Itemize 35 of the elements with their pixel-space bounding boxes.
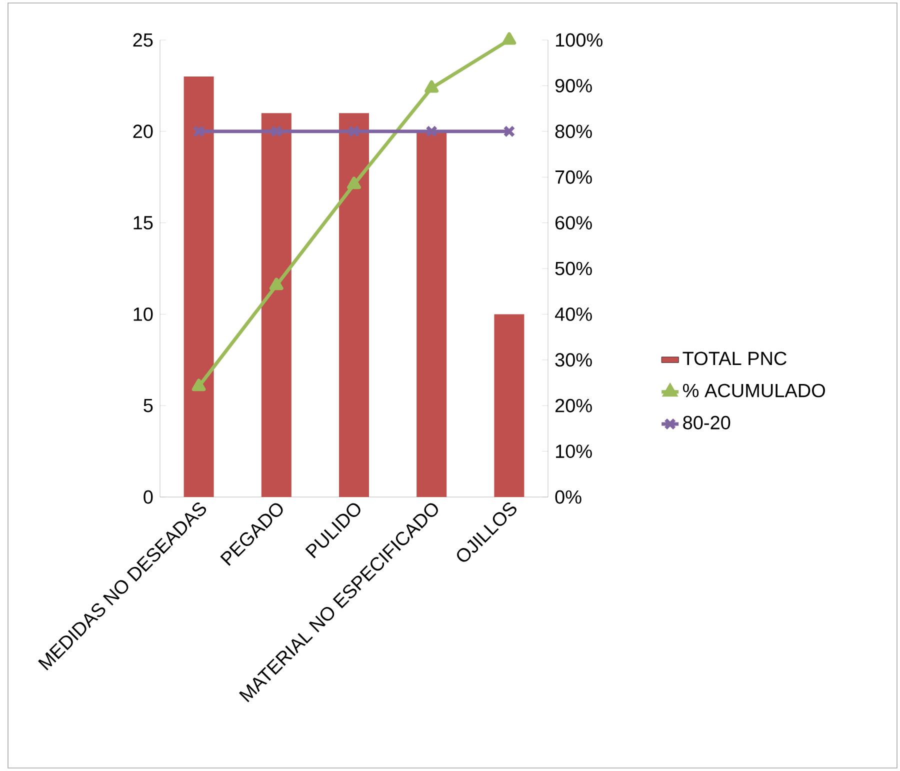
point xyxy=(348,125,360,138)
y2-tick-label: 30% xyxy=(555,353,592,367)
y2-tick-label: 90% xyxy=(555,78,592,92)
y2-tick-label: 70% xyxy=(556,170,592,184)
y2-tick-label: 100% xyxy=(556,33,602,47)
y2-tick-label: 10% xyxy=(556,444,592,458)
y-tick-label: 25 xyxy=(133,33,153,47)
point xyxy=(270,125,282,138)
y2-tick-label: 40% xyxy=(554,307,592,321)
y-tick-label: 5 xyxy=(144,398,153,412)
y-tick-label: 15 xyxy=(134,216,153,230)
y-tick-label: 0 xyxy=(144,490,153,504)
legend-label: % ACUMULADO xyxy=(683,384,825,398)
point xyxy=(424,80,439,93)
y2-tick-label: 80% xyxy=(555,124,592,138)
bar xyxy=(261,113,292,497)
y2-tick-label: 0% xyxy=(555,490,582,504)
y2-tick-label: 60% xyxy=(556,216,592,230)
y2-tick-label: 20% xyxy=(555,398,592,412)
point xyxy=(503,125,516,138)
bar xyxy=(184,76,214,497)
y-tick-label: 20 xyxy=(133,124,153,138)
point xyxy=(192,378,206,392)
point xyxy=(192,125,205,138)
bar xyxy=(339,113,369,497)
bar xyxy=(416,131,447,497)
point xyxy=(426,125,438,138)
bar xyxy=(494,314,524,497)
point xyxy=(502,32,516,45)
y-tick-label: 10 xyxy=(134,307,153,321)
legend-label: TOTAL PNC xyxy=(682,352,786,366)
point xyxy=(269,278,284,290)
point xyxy=(347,176,361,190)
legend-label: 80-20 xyxy=(683,416,730,430)
y2-tick-label: 50% xyxy=(555,262,592,276)
